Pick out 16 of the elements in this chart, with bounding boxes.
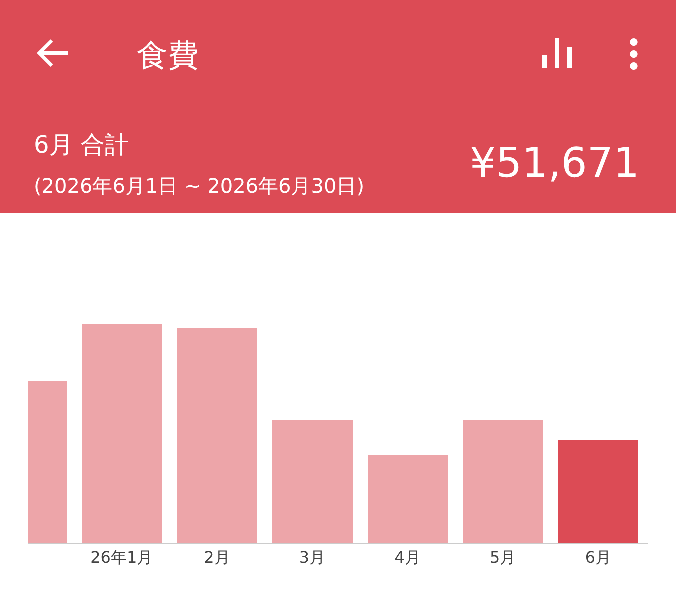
bar <box>463 420 543 543</box>
x-tick-label: 6月 <box>585 548 612 568</box>
x-tick-label: 4月 <box>394 548 421 568</box>
x-tick-label: 3月 <box>299 548 326 568</box>
text: (2026年6月1日 ~ 2026年6月30日) <box>34 174 364 198</box>
chart-subtitle: 6月 合計 <box>34 131 129 159</box>
bar <box>558 440 638 543</box>
bar <box>82 324 162 543</box>
x-tick-label: 2月 <box>204 548 230 568</box>
x-tick-label: 26年1月 <box>90 548 154 568</box>
bar <box>368 455 448 543</box>
x-tick-label: 5月 <box>490 548 516 568</box>
chart-title: 食費 <box>137 38 199 74</box>
bar <box>177 328 257 543</box>
bar <box>272 420 353 543</box>
text: ¥51,671 <box>470 139 640 187</box>
